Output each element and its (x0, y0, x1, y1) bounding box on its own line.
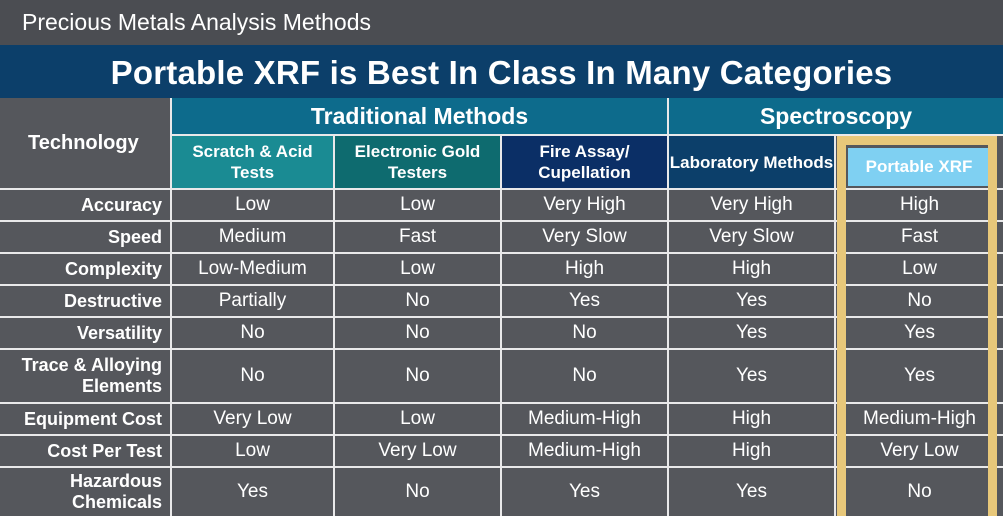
table-cell: Very Low (836, 436, 1003, 466)
table-cell: Low (172, 436, 333, 466)
table-cell: Medium-High (502, 436, 667, 466)
row-label: Hazardous Chemicals (0, 468, 170, 516)
group-header-spectroscopy: Spectroscopy (669, 98, 1003, 134)
table-cell: No (335, 318, 500, 348)
section-title: Precious Metals Analysis Methods (0, 0, 1003, 45)
table-cell: High (669, 404, 834, 434)
table-cell: No (335, 468, 500, 516)
table-cell: Yes (669, 318, 834, 348)
table-cell: No (335, 286, 500, 316)
table-cell: Low-Medium (172, 254, 333, 284)
table-cell: No (502, 350, 667, 402)
table-cell: Yes (669, 350, 834, 402)
table-cell: Very Low (172, 404, 333, 434)
table-cell: Very High (502, 190, 667, 220)
table-cell: Partially (172, 286, 333, 316)
table-cell: Very High (669, 190, 834, 220)
table-cell: Low (335, 190, 500, 220)
table-cell: High (502, 254, 667, 284)
table-cell: High (836, 190, 1003, 220)
table-cell: Fast (335, 222, 500, 252)
row-label: Speed (0, 222, 170, 252)
table-cell: Yes (502, 468, 667, 516)
column-header-portable-xrf: Portable XRF (848, 148, 990, 186)
table-cell: High (669, 436, 834, 466)
row-label: Destructive (0, 286, 170, 316)
technology-header: Technology (0, 98, 170, 188)
row-label: Equipment Cost (0, 404, 170, 434)
table-cell: Very Low (335, 436, 500, 466)
table-cell: Yes (172, 468, 333, 516)
table-cell: Yes (669, 468, 834, 516)
table-cell: Low (335, 254, 500, 284)
row-label: Trace & Alloying Elements (0, 350, 170, 402)
table-cell: Medium (172, 222, 333, 252)
table-cell: Yes (836, 318, 1003, 348)
row-label: Cost Per Test (0, 436, 170, 466)
column-header-laboratory: Laboratory Methods (669, 136, 834, 188)
column-header-scratch-acid: Scratch & Acid Tests (172, 136, 333, 188)
row-label: Versatility (0, 318, 170, 348)
table-cell: Yes (836, 350, 1003, 402)
table-cell: No (836, 468, 1003, 516)
table-cell: Medium-High (836, 404, 1003, 434)
group-header-traditional-methods: Traditional Methods (172, 98, 667, 134)
slide-headline: Portable XRF is Best In Class In Many Ca… (0, 45, 1003, 98)
table-cell: No (335, 350, 500, 402)
table-cell: High (669, 254, 834, 284)
row-label: Accuracy (0, 190, 170, 220)
column-header-electronic-gold: Electronic Gold Testers (335, 136, 500, 188)
table-cell: Fast (836, 222, 1003, 252)
table-cell: Very Slow (502, 222, 667, 252)
table-cell: No (836, 286, 1003, 316)
table-cell: Low (335, 404, 500, 434)
comparison-table: Technology Traditional Methods Spectroscop… (0, 98, 1003, 516)
table-cell: Yes (502, 286, 667, 316)
table-cell: No (172, 318, 333, 348)
table-cell: Yes (669, 286, 834, 316)
table-cell: Medium-High (502, 404, 667, 434)
table-cell: Very Slow (669, 222, 834, 252)
column-header-fire-assay: Fire Assay/ Cupellation (502, 136, 667, 188)
table-cell: Low (836, 254, 1003, 284)
row-label: Complexity (0, 254, 170, 284)
table-cell: No (502, 318, 667, 348)
table-cell: No (172, 350, 333, 402)
table-cell: Low (172, 190, 333, 220)
